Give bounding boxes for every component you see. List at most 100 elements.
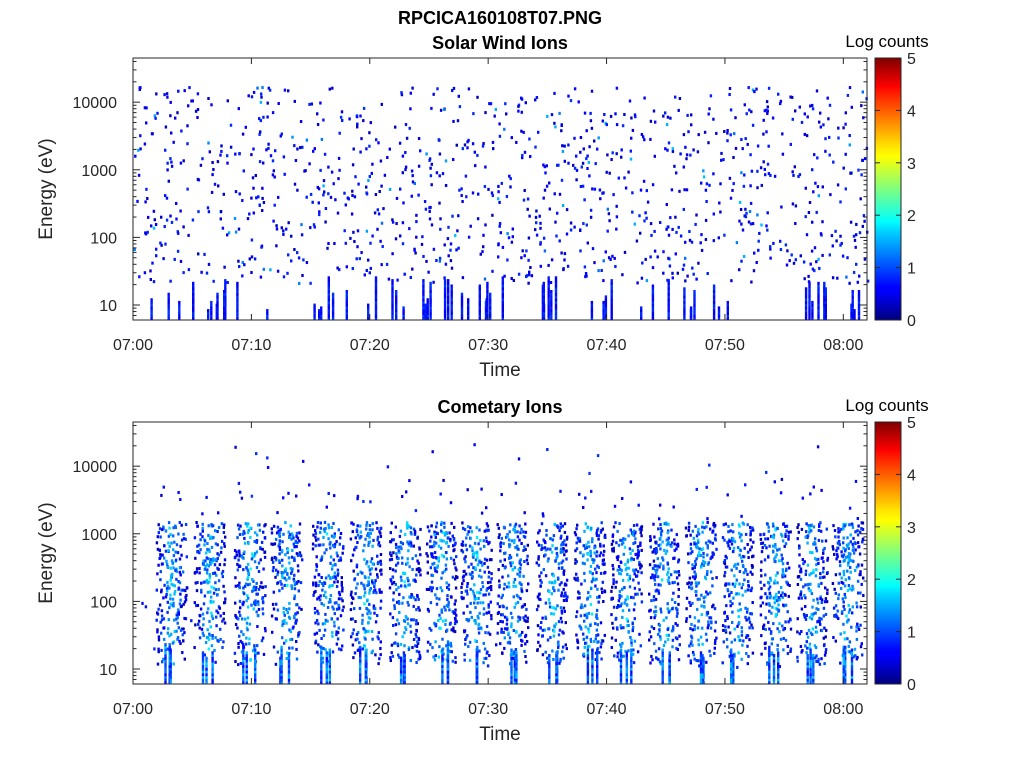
heatmap-cell	[345, 265, 348, 269]
heatmap-cell	[668, 264, 672, 268]
heatmap-cell	[602, 303, 605, 307]
heatmap-cell	[283, 583, 286, 587]
heatmap-cell	[547, 627, 550, 631]
heatmap-cell	[519, 531, 522, 535]
heatmap-cell	[513, 578, 517, 582]
heatmap-cell	[169, 675, 172, 679]
heatmap-cell	[513, 675, 516, 679]
heatmap-cell	[395, 314, 398, 318]
heatmap-cell	[483, 647, 487, 651]
heatmap-cell	[224, 597, 227, 601]
heatmap-cell	[611, 549, 614, 553]
heatmap-cell	[373, 211, 377, 215]
heatmap-cell	[486, 295, 489, 299]
heatmap-cell	[222, 617, 225, 621]
heatmap-cell	[293, 587, 297, 591]
heatmap-cell	[339, 536, 342, 540]
heatmap-cell	[419, 553, 422, 557]
heatmap-cell	[286, 611, 289, 615]
heatmap-cell	[364, 675, 367, 679]
heatmap-cell	[666, 115, 670, 119]
heatmap-cell	[391, 538, 394, 542]
heatmap-cell	[683, 314, 686, 318]
heatmap-cell	[552, 606, 556, 610]
heatmap-cell	[201, 656, 205, 660]
heatmap-cell	[487, 187, 490, 191]
heatmap-cell	[196, 524, 199, 528]
heatmap-cell	[548, 601, 551, 605]
heatmap-cell	[429, 303, 432, 307]
heatmap-cell	[765, 108, 768, 112]
heatmap-cell	[403, 678, 406, 682]
heatmap-cell	[150, 306, 153, 310]
heatmap-cell	[550, 300, 553, 304]
heatmap-cell	[610, 303, 613, 307]
heatmap-cell	[467, 311, 470, 315]
heatmap-cell	[586, 645, 590, 649]
heatmap-cell	[489, 306, 492, 310]
heatmap-cell	[842, 166, 845, 170]
heatmap-cell	[537, 597, 541, 601]
heatmap-cell	[255, 540, 258, 544]
heatmap-cell	[475, 651, 479, 655]
heatmap-cell	[201, 157, 204, 161]
heatmap-cell	[850, 309, 853, 313]
heatmap-cell	[325, 651, 328, 655]
heatmap-cell	[546, 547, 549, 551]
heatmap-cell	[264, 585, 267, 589]
heatmap-cell	[649, 119, 653, 123]
heatmap-cell	[461, 582, 464, 586]
heatmap-cell	[548, 181, 551, 185]
heatmap-cell	[394, 542, 398, 546]
heatmap-cell	[622, 537, 625, 541]
heatmap-cell	[465, 636, 468, 640]
heatmap-cell	[266, 311, 269, 315]
heatmap-cell	[364, 537, 367, 541]
heatmap-cell	[566, 535, 569, 539]
heatmap-cell	[211, 678, 214, 682]
heatmap-cell	[319, 168, 322, 172]
heatmap-cell	[436, 566, 439, 570]
heatmap-cell	[486, 581, 490, 585]
heatmap-cell	[616, 558, 619, 562]
heatmap-cell	[245, 681, 248, 685]
heatmap-cell	[331, 634, 334, 638]
heatmap-cell	[313, 147, 316, 151]
heatmap-cell	[177, 89, 180, 93]
heatmap-cell	[507, 556, 511, 560]
heatmap-cell	[177, 491, 180, 495]
heatmap-cell	[166, 631, 169, 635]
heatmap-cell	[330, 617, 333, 621]
heatmap-cell	[398, 655, 401, 659]
heatmap-cell	[178, 570, 181, 574]
heatmap-cell	[217, 511, 220, 515]
heatmap-cell	[167, 314, 170, 318]
heatmap-cell	[560, 594, 563, 598]
heatmap-cell	[207, 533, 210, 537]
heatmap-cell	[429, 545, 432, 549]
heatmap-cell	[403, 572, 407, 576]
heatmap-cell	[355, 632, 359, 636]
heatmap-cell	[327, 298, 330, 302]
heatmap-cell	[434, 623, 437, 627]
heatmap-cell	[331, 311, 335, 315]
heatmap-cell	[413, 248, 416, 252]
heatmap-cell	[441, 662, 444, 666]
heatmap-cell	[460, 591, 463, 595]
heatmap-cell	[224, 281, 227, 285]
heatmap-cell	[320, 576, 323, 580]
heatmap-cell	[712, 117, 715, 121]
heatmap-cell	[490, 548, 493, 552]
heatmap-cell	[157, 523, 160, 527]
heatmap-cell	[554, 317, 558, 321]
heatmap-cell	[391, 295, 394, 299]
heatmap-cell	[322, 543, 325, 547]
heatmap-cell	[563, 530, 567, 534]
heatmap-cell	[591, 572, 594, 576]
heatmap-cell	[190, 99, 193, 103]
heatmap-cell	[440, 529, 443, 533]
heatmap-cell	[339, 556, 342, 560]
heatmap-cell	[296, 541, 299, 545]
heatmap-cell	[501, 281, 504, 285]
heatmap-cell	[557, 620, 561, 624]
